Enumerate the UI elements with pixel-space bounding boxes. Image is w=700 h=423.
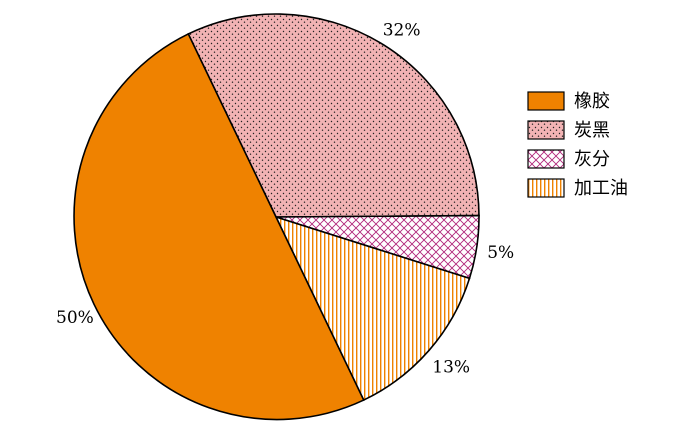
pie-slices	[73, 13, 480, 421]
legend-label-3: 灰分	[574, 149, 610, 170]
pie-slice-4	[274, 215, 471, 402]
legend-label-4: 加工油	[574, 178, 628, 199]
legend-swatch-3	[527, 149, 565, 169]
pie-slice-2	[187, 13, 480, 218]
legend-label-1: 橡胶	[574, 91, 610, 112]
legend-swatch-4	[527, 178, 565, 198]
slice-label-2: 32%	[383, 20, 421, 40]
legend-swatch-1	[527, 91, 565, 111]
pie-labels: 32% 5% 13% 50%	[56, 20, 514, 377]
legend-label-2: 炭黑	[574, 120, 610, 141]
slice-label-4: 13%	[432, 358, 470, 378]
pie-slice-1	[73, 32, 365, 421]
slice-label-1: 50%	[56, 308, 94, 328]
slice-label-3: 5%	[487, 243, 514, 263]
legend-swatch-2	[527, 120, 565, 140]
